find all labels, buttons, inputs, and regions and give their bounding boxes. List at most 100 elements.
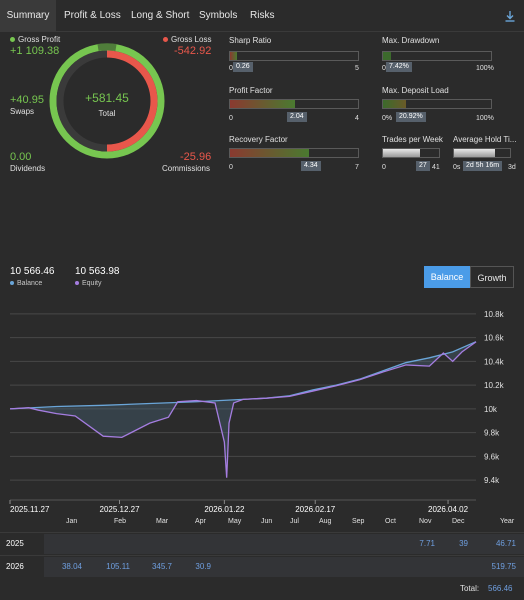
axis-max: 4 xyxy=(355,115,359,122)
year-label: 2025 xyxy=(6,539,24,548)
metric-trades-per-week: Trades per Week 0 27 41 xyxy=(382,135,443,175)
ring-gap xyxy=(56,50,108,152)
month-header: Nov xyxy=(419,518,432,525)
month-header: Jan xyxy=(66,518,78,525)
month-header: Dec xyxy=(452,518,465,525)
total-label: Total: xyxy=(460,584,480,593)
metric-profit-factor: Profit Factor 0 2.04 4 xyxy=(229,86,359,126)
month-header: Jul xyxy=(290,518,299,525)
swaps-label: Swaps xyxy=(10,107,35,116)
equity-dot-icon xyxy=(75,281,79,286)
month-value-cell: 345.7 xyxy=(151,562,172,571)
metric-title: Max. Drawdown xyxy=(382,36,440,45)
dividends-value: 0.00 xyxy=(10,151,32,163)
x-tick-label: 2025.11.27 xyxy=(10,505,50,512)
month-header: Oct xyxy=(385,518,396,525)
sharp-ratio-bar xyxy=(229,51,359,61)
metric-title: Trades per Week xyxy=(382,135,443,144)
month-header: Mar xyxy=(156,518,169,525)
month-header: Sep xyxy=(352,518,365,525)
balance-line xyxy=(9,341,477,410)
axis-min: 0s xyxy=(453,164,461,171)
gross-loss-value: -542.92 xyxy=(174,45,212,57)
month-header: Apr xyxy=(195,518,206,525)
metric-value-tag: 2.04 xyxy=(287,112,307,122)
max-drawdown-bar xyxy=(382,51,492,61)
metric-max-deposit-load: Max. Deposit Load 0% 20.92% 100% xyxy=(382,86,512,126)
tab-summary[interactable]: Summary xyxy=(0,0,56,32)
axis-min: 0 xyxy=(229,164,233,171)
max-deposit-load-fill xyxy=(383,100,406,108)
metric-recovery-factor: Recovery Factor 0 4.34 7 xyxy=(229,135,359,175)
average-hold-time-fill xyxy=(454,149,496,157)
metric-sharp-ratio: Sharp Ratio 0 0.26 5 xyxy=(229,36,359,76)
metric-value-tag: 0.26 xyxy=(233,62,253,72)
equity-line xyxy=(9,341,477,478)
balance-value: 10 566.46 xyxy=(10,266,55,277)
y-tick-label: 10.6k xyxy=(484,334,505,343)
gross-profit-label: Gross Profit xyxy=(10,35,60,44)
total-label: Total xyxy=(98,109,116,118)
row-background xyxy=(44,557,524,577)
swaps-value: +40.95 xyxy=(10,94,44,106)
balance-equity-chart: 10.8k 10.6k 10.4k 10.2k 10k 9.8k 9.6k 9.4k 2025.… xyxy=(9,310,505,512)
equity-legend: Equity xyxy=(75,280,101,287)
loss-ring xyxy=(106,50,158,152)
month-value-cell: 105.11 xyxy=(106,562,130,571)
tab-profit-loss[interactable]: Profit & Loss xyxy=(64,10,121,21)
dividends-label: Dividends xyxy=(10,164,46,173)
recovery-factor-fill xyxy=(230,149,310,157)
balance-legend: Balance xyxy=(10,280,42,287)
axis-max: 100% xyxy=(476,115,494,122)
sharp-ratio-fill xyxy=(230,52,237,60)
metric-title: Sharp Ratio xyxy=(229,36,272,45)
month-value-cell: 30.9 xyxy=(195,562,211,571)
tab-symbols[interactable]: Symbols xyxy=(199,10,238,21)
download-icon[interactable] xyxy=(504,10,516,22)
gross-loss-label: Gross Loss xyxy=(163,35,211,44)
axis-max: 100% xyxy=(476,65,494,72)
metric-value-tag: 2d 5h 16m xyxy=(463,161,503,171)
balance-toggle-button[interactable]: Balance xyxy=(424,266,470,288)
equity-gap-area xyxy=(10,341,476,478)
month-value-cell: 519.75 xyxy=(491,562,516,571)
month-value-cell: 38.04 xyxy=(61,562,82,571)
x-tick-label: 2026.04.02 xyxy=(428,505,469,512)
equity-value: 10 563.98 xyxy=(75,266,120,277)
growth-toggle-button[interactable]: Growth xyxy=(470,266,514,288)
axis-min: 0 xyxy=(229,115,233,122)
metric-max-drawdown: Max. Drawdown 0% 7.42% 100% xyxy=(382,36,512,76)
month-value-cell: 46.71 xyxy=(495,539,516,548)
month-header: Jun xyxy=(261,518,273,525)
metric-title: Profit Factor xyxy=(229,86,273,95)
month-header: Feb xyxy=(114,518,127,525)
y-tick-label: 10.4k xyxy=(484,357,505,366)
metric-value-tag: 7.42% xyxy=(386,62,412,72)
axis-min: 0 xyxy=(229,65,233,72)
total-value: 566.46 xyxy=(488,584,513,593)
y-tick-label: 10k xyxy=(484,405,498,414)
average-hold-time-bar xyxy=(453,148,511,158)
year-row-2026: 2026 38.04 105.11 345.7 30.9 519.75 xyxy=(0,555,524,577)
total-value: +581.45 xyxy=(85,91,129,105)
max-drawdown-fill xyxy=(383,52,391,60)
y-tick-label: 10.8k xyxy=(484,310,505,319)
axis-max: 7 xyxy=(355,164,359,171)
y-tick-label: 9.4k xyxy=(484,476,500,485)
axis-max: 5 xyxy=(355,65,359,72)
profit-dot-icon xyxy=(10,37,15,43)
axis-max: 3d xyxy=(508,164,516,171)
profit-factor-bar xyxy=(229,99,359,109)
tab-bar: Summary Profit & Loss Long & Short Symbo… xyxy=(0,0,524,32)
row-background xyxy=(44,534,524,554)
balance-dot-icon xyxy=(10,281,14,286)
tab-long-short[interactable]: Long & Short xyxy=(131,10,190,21)
year-row-2025: 2025 7.71 39 46.71 xyxy=(0,532,524,554)
month-value-cell: 39 xyxy=(459,539,468,548)
metric-value-tag: 4.34 xyxy=(301,161,321,171)
x-tick-label: 2026.02.17 xyxy=(295,505,336,512)
axis-max: 41 xyxy=(432,164,440,171)
commissions-label: Commissions xyxy=(162,164,211,173)
tab-risks[interactable]: Risks xyxy=(250,10,275,21)
month-header: May xyxy=(228,518,242,525)
